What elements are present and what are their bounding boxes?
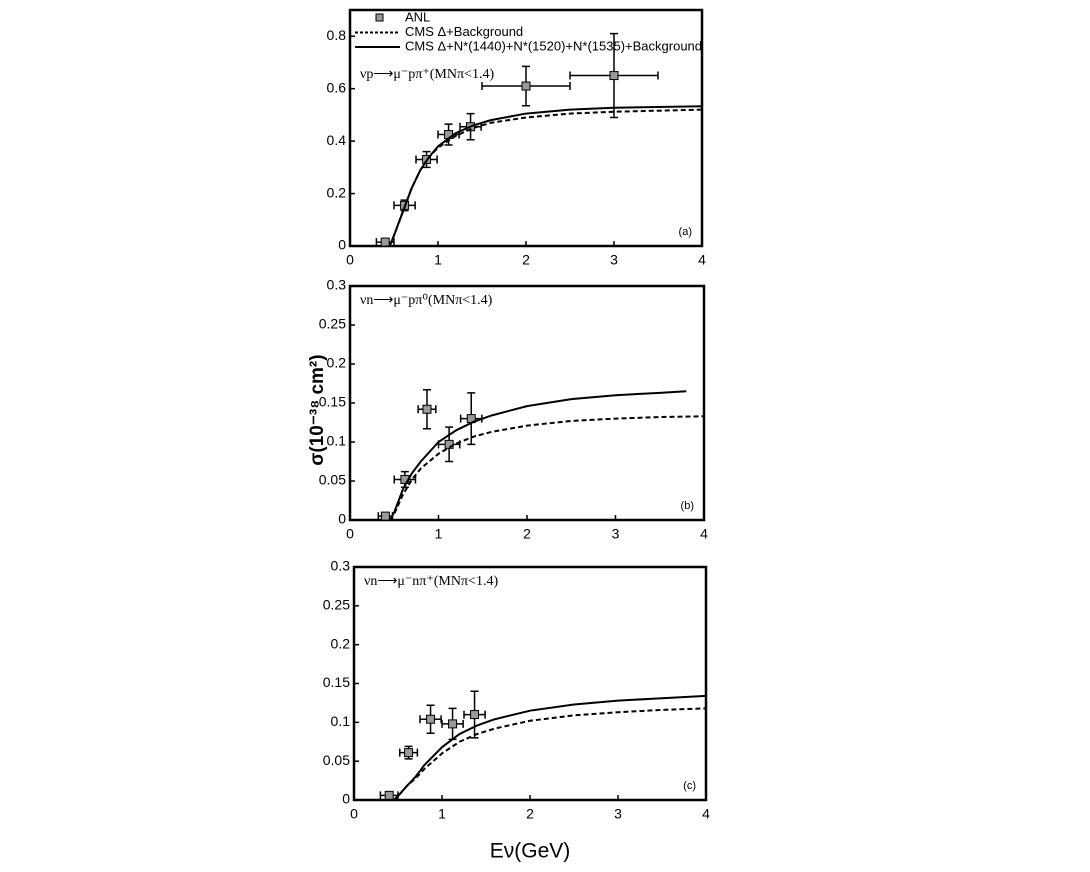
data-point [384, 790, 394, 800]
x-tick-label: 3 [612, 526, 620, 542]
legend-marker [375, 13, 384, 22]
x-tick-label: 3 [614, 806, 622, 822]
data-point [448, 719, 458, 729]
y-tick-label: 0 [338, 511, 346, 527]
data-point [521, 81, 531, 91]
x-tick-label: 0 [350, 806, 358, 822]
x-tick-label: 2 [523, 526, 531, 542]
x-tick-label: 4 [700, 526, 708, 542]
legend-label: CMS Δ+Background [405, 24, 523, 39]
data-point [404, 748, 414, 758]
x-tick-label: 2 [526, 806, 534, 822]
model-curve [392, 707, 707, 801]
model-curve [388, 105, 703, 247]
y-tick-label: 0.2 [331, 635, 351, 651]
plot-frame [348, 284, 706, 522]
panel-label: (c) [683, 780, 696, 792]
x-tick-label: 1 [435, 526, 443, 542]
x-tick-label: 3 [610, 252, 618, 268]
y-tick-label: 0.1 [327, 433, 347, 449]
reaction-label: νp⟶μ⁻pπ⁺(MNπ<1.4) [360, 67, 494, 82]
panel-label: (a) [679, 226, 692, 238]
x-axis-label: Eν(GeV) [490, 840, 571, 863]
y-tick-label: 0.3 [331, 558, 351, 574]
reaction-label: νn⟶μ⁻nπ⁺(MNπ<1.4) [364, 574, 498, 589]
x-tick-label: 0 [346, 526, 354, 542]
x-tick-label: 2 [522, 252, 530, 268]
y-tick-label: 0.05 [319, 472, 346, 488]
y-tick-label: 0.6 [327, 79, 347, 95]
x-tick-label: 4 [698, 252, 706, 268]
x-tick-label: 1 [438, 806, 446, 822]
model-curve [388, 108, 703, 247]
y-tick-label: 0.3 [327, 277, 347, 293]
data-point [426, 714, 436, 724]
plot-frame [352, 565, 708, 802]
model-curve [388, 390, 687, 521]
data-point [422, 404, 432, 414]
reaction-label: νn⟶μ⁻pπ⁰(MNπ<1.4) [360, 293, 493, 308]
model-curve [392, 694, 707, 801]
y-tick-label: 0 [338, 237, 346, 253]
x-tick-label: 4 [702, 806, 710, 822]
y-tick-label: 0.2 [327, 184, 347, 200]
legend-label: CMS Δ+N*(1440)+N*(1520)+N*(1535)+Backgro… [405, 38, 702, 53]
y-tick-label: 0.4 [327, 132, 347, 148]
y-tick-label: 0.2 [327, 355, 347, 371]
legend-label: ANL [405, 9, 430, 24]
x-tick-label: 0 [346, 252, 354, 268]
data-point [380, 237, 390, 247]
y-tick-label: 0 [342, 791, 350, 807]
y-tick-label: 0.15 [319, 394, 346, 410]
y-axis-label: σ(10⁻³⁸ cm²) [307, 354, 328, 465]
data-point [380, 511, 390, 521]
y-tick-label: 0.05 [323, 752, 350, 768]
data-point [470, 710, 480, 720]
x-tick-label: 1 [434, 252, 442, 268]
model-curve [389, 415, 705, 521]
y-tick-label: 0.25 [319, 316, 346, 332]
y-tick-label: 0.15 [323, 674, 350, 690]
y-tick-label: 0.8 [327, 27, 347, 43]
y-tick-label: 0.25 [323, 597, 350, 613]
y-tick-label: 0.1 [331, 713, 351, 729]
data-point [609, 71, 619, 81]
panel-label: (b) [681, 500, 694, 512]
